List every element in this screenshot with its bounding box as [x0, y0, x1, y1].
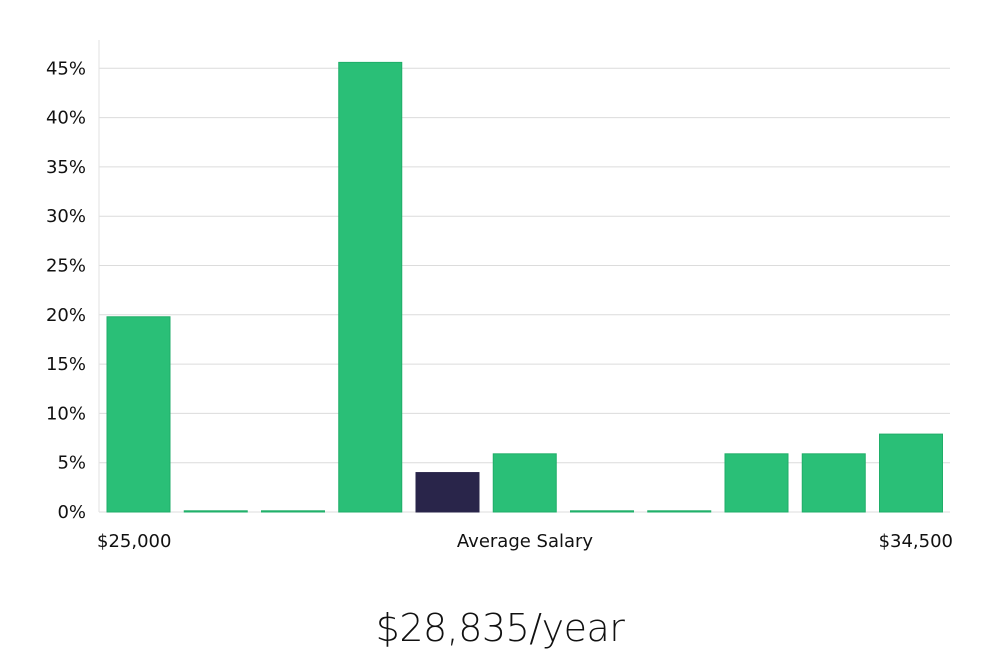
bar [261, 510, 325, 513]
bar [647, 510, 712, 513]
gridlines [99, 67, 950, 513]
y-tick-label: 5% [57, 453, 86, 474]
bar [338, 61, 403, 513]
bar-highlighted [415, 472, 480, 513]
y-axis-ticks: 0% 5% 10% 15% 20% 25% 30% 35% 40% 45% [46, 58, 86, 523]
y-tick-label: 15% [46, 354, 86, 375]
salary-distribution-chart: 0% 5% 10% 15% 20% 25% 30% 35% 40% 45% $25,000 Ave… [46, 40, 953, 552]
y-tick-label: 25% [46, 256, 86, 277]
bar [492, 453, 557, 513]
y-tick-label: 0% [57, 502, 86, 523]
bar [724, 453, 789, 513]
bar [106, 316, 171, 513]
bars [106, 61, 943, 513]
y-tick-label: 20% [46, 305, 86, 326]
x-axis-title: Average Salary [457, 531, 594, 552]
y-tick-label: 10% [46, 403, 86, 424]
y-tick-label: 30% [46, 206, 86, 227]
y-tick-label: 45% [46, 58, 86, 79]
x-axis-start-label: $25,000 [97, 531, 171, 552]
average-salary-value: $28,835/year [375, 606, 625, 650]
bar [879, 433, 943, 513]
y-tick-label: 35% [46, 157, 86, 178]
x-axis-end-label: $34,500 [879, 531, 953, 552]
y-tick-label: 40% [46, 108, 86, 129]
bar [801, 453, 866, 513]
bar [183, 510, 248, 513]
bar [570, 510, 634, 513]
